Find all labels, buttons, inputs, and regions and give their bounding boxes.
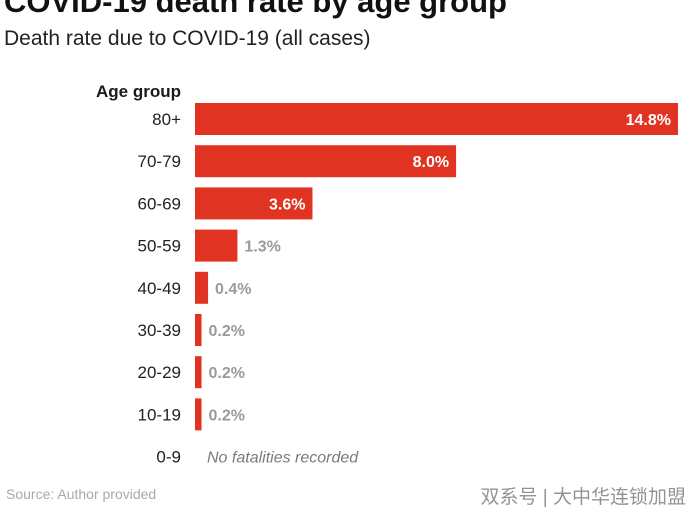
category-axis-label: Age group [96, 82, 181, 101]
value-label-70-79: 8.0% [413, 154, 449, 171]
category-label-50-59: 50-59 [138, 237, 181, 256]
bar-60-69 [195, 187, 313, 220]
value-label-30-39: 0.2% [209, 323, 245, 340]
bar-40-49 [195, 271, 209, 304]
bar-chart: Age group 80+ 14.8% 70-79 8.0% 60-69 3.6% 50-5… [96, 82, 678, 467]
category-label-10-19: 10-19 [138, 405, 181, 424]
bar-20-29 [195, 356, 202, 389]
chart-subtitle: Death rate due to COVID-19 (all cases) [4, 27, 371, 50]
value-label-20-29: 0.2% [209, 365, 245, 382]
source-note: Source: Author provided [6, 486, 157, 502]
category-label-30-39: 30-39 [138, 321, 181, 340]
value-label-40-49: 0.4% [215, 281, 251, 298]
chart-title: COVID-19 death rate by age group [4, 0, 507, 19]
bar-30-39 [195, 314, 202, 346]
bar-80- [195, 103, 678, 135]
category-label-20-29: 20-29 [138, 363, 181, 382]
category-label-0-9: 0-9 [156, 448, 181, 467]
category-label-40-49: 40-49 [138, 279, 181, 298]
bar-10-19 [195, 398, 202, 431]
watermark: 双系号 | 大中华连锁加盟 [480, 487, 687, 508]
no-data-note: No fatalities recorded [207, 450, 359, 467]
bar-70-79 [195, 145, 457, 178]
value-label-60-69: 3.6% [269, 196, 305, 213]
value-label-80-: 14.8% [626, 112, 671, 129]
value-label-10-19: 0.2% [209, 407, 245, 424]
category-label-80-: 80+ [152, 110, 181, 129]
value-label-50-59: 1.3% [244, 239, 280, 256]
category-label-60-69: 60-69 [138, 194, 181, 213]
category-label-70-79: 70-79 [138, 152, 181, 171]
bar-50-59 [195, 229, 238, 262]
